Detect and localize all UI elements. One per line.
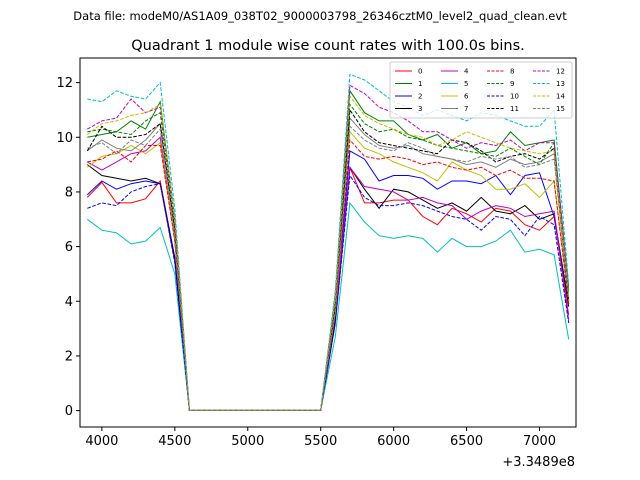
legend-label-1: 1 [418, 80, 422, 88]
series-line-9 [87, 103, 570, 411]
chart-title: Quadrant 1 module wise count rates with … [131, 38, 525, 54]
x-tick-label: 4500 [158, 434, 191, 449]
y-tick-label: 0 [65, 404, 73, 419]
y-tick-label: 2 [65, 349, 73, 364]
series-layer [86, 73, 570, 411]
legend-label-3: 3 [418, 105, 422, 113]
legend-label-6: 6 [464, 93, 469, 101]
y-tick-label: 6 [65, 240, 73, 255]
series-line-13 [87, 73, 570, 411]
y-tick-label: 8 [65, 185, 73, 200]
x-tick-label: 6000 [377, 434, 410, 449]
y-tick-label: 10 [56, 131, 73, 146]
legend-label-10: 10 [510, 93, 519, 101]
plot-frame [79, 57, 577, 428]
legend-label-9: 9 [510, 80, 514, 88]
x-tick-label: 6500 [450, 434, 483, 449]
legend-frame [389, 61, 573, 119]
y-tick-label: 12 [56, 76, 73, 91]
x-tick-label: 4000 [85, 434, 118, 449]
x-tick-label: 7000 [523, 434, 556, 449]
legend-label-2: 2 [418, 93, 422, 101]
legend-label-14: 14 [556, 93, 565, 101]
legend-label-5: 5 [464, 80, 468, 88]
data-file-caption: Data file: modeM0/AS1A09_038T02_90000037… [73, 9, 567, 23]
legend-label-12: 12 [556, 68, 565, 76]
legend-label-4: 4 [464, 68, 469, 76]
series-line-5 [87, 201, 570, 411]
series-line-8 [87, 138, 570, 411]
series-line-12 [87, 84, 570, 411]
series-line-10 [87, 174, 570, 411]
legend-label-11: 11 [510, 105, 519, 113]
legend-label-0: 0 [418, 68, 422, 76]
x-tick-label: 5000 [231, 434, 264, 449]
x-axis: 4000 4500 5000 5500 6000 6500 7000 [85, 427, 556, 449]
legend-label-7: 7 [464, 105, 468, 113]
x-tick-label: 5500 [304, 434, 337, 449]
legend-label-8: 8 [510, 68, 514, 76]
legend-label-13: 13 [556, 80, 565, 88]
y-tick-label: 4 [65, 295, 73, 310]
legend-label-15: 15 [556, 105, 565, 113]
y-axis: 0 2 4 6 8 10 12 [56, 76, 80, 419]
series-line-14 [87, 94, 570, 411]
x-offset-label: +3.3489e8 [502, 455, 575, 470]
series-line-15 [87, 125, 570, 411]
